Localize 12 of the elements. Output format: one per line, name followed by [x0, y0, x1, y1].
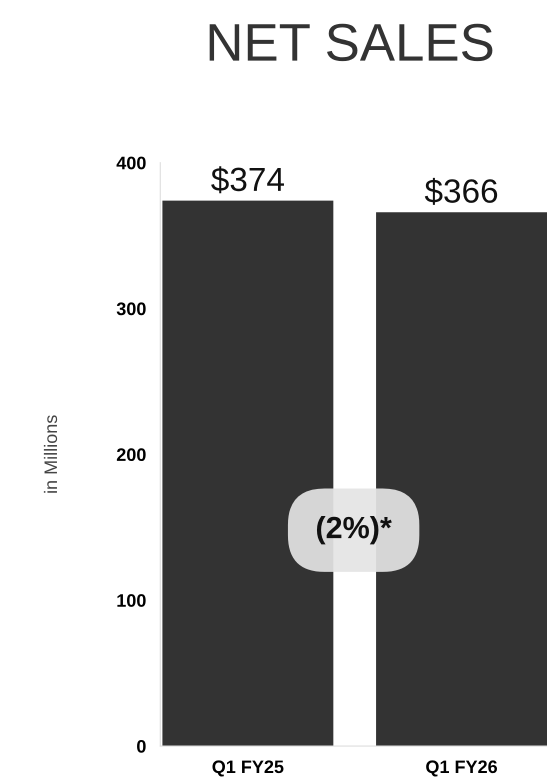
data-label: $366: [424, 178, 498, 205]
y-tick-label: 200: [116, 448, 146, 462]
x-tick-label: Q1 FY26: [426, 760, 498, 777]
data-label: $374: [211, 166, 284, 194]
chart-title: NET SALES: [210, 24, 492, 62]
annotation: (2%)*: [316, 516, 392, 544]
y-tick-label: 300: [116, 302, 146, 316]
y-axis-title: in Millions: [44, 415, 58, 493]
y-tick-label: 0: [137, 740, 146, 753]
y-tick-label: 100: [117, 594, 146, 607]
x-tick-label: Q1 FY25: [212, 760, 284, 777]
y-tick-label: 400: [116, 156, 146, 170]
